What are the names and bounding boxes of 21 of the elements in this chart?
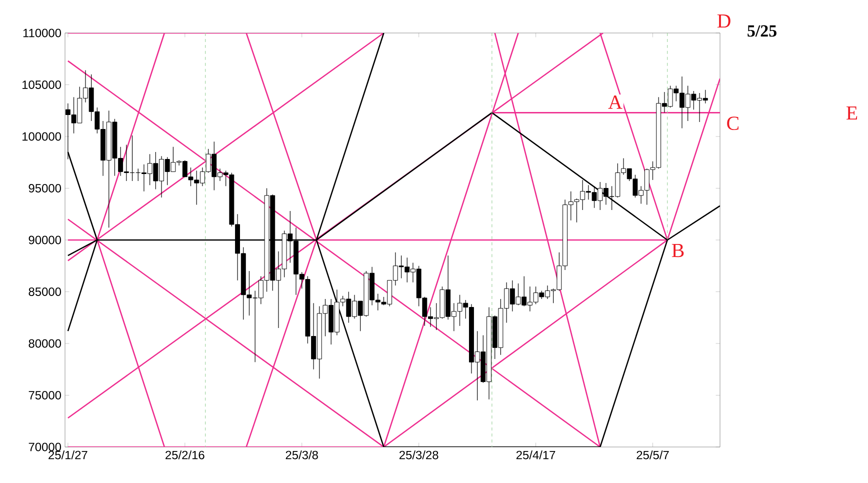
x-tick-label: 25/3/8	[286, 450, 318, 460]
x-tick-label: 25/2/16	[166, 450, 204, 460]
y-tick-label: 100000	[22, 132, 62, 141]
text: E	[846, 106, 858, 120]
x-tick-label: 25/3/28	[399, 450, 438, 460]
y-tick-label: 80000	[28, 339, 62, 348]
y-tick-label: 95000	[28, 184, 62, 192]
x-tick-label: 25/4/17	[516, 450, 556, 460]
text: D	[717, 14, 730, 28]
text: 5/25	[748, 25, 776, 37]
x-tick-label: 25/1/27	[48, 450, 88, 460]
annotation: A	[608, 96, 622, 109]
y-tick-label: 90000	[28, 236, 62, 244]
y-tick-label: 105000	[22, 80, 62, 89]
y-tick-label: 70000	[28, 442, 62, 452]
annotation: B	[672, 244, 684, 258]
y-tick-label: 75000	[28, 391, 62, 400]
y-tick-label: 85000	[28, 288, 62, 296]
y-tick-label: 110000	[23, 28, 62, 38]
annotation: C	[727, 116, 738, 130]
x-tick-label: 25/5/7	[636, 450, 669, 460]
